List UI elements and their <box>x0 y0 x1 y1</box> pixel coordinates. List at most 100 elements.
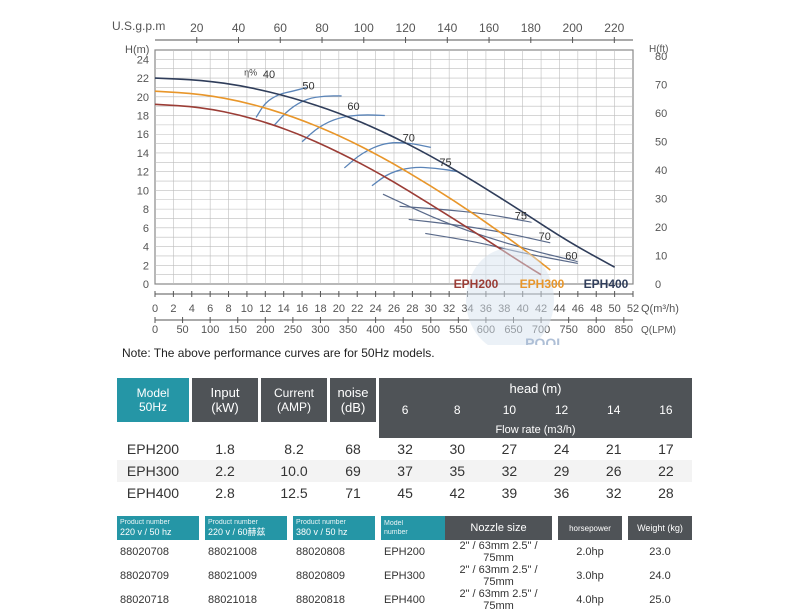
table-row: EPH200 1.8 8.2 68 32 30 27 24 21 17 <box>117 438 692 460</box>
efficiency-curve <box>301 114 385 143</box>
flow-header: Flow rate (m3/h) <box>379 422 692 438</box>
x-tick-label: 4 <box>189 303 195 315</box>
head-value: 12 <box>535 398 588 422</box>
flow-cell: 17 <box>639 438 692 460</box>
model-cell: EPH400 <box>117 482 189 504</box>
y-tick-label: 4 <box>143 242 149 254</box>
weight-header: Weight (kg) <box>628 516 692 540</box>
model-cell: EPH300 <box>117 460 189 482</box>
series-label: EPH200 <box>454 277 499 291</box>
top-tick-label: 20 <box>190 21 204 35</box>
y-tick-label-right: 30 <box>655 193 667 205</box>
spec-table: Model 50Hz Input (kW) Current (AMP) noise (d… <box>117 378 692 504</box>
efficiency-curve <box>274 95 342 126</box>
performance-chart: 024681012141618202224H(m)010203040506070… <box>112 19 679 345</box>
head-value: 16 <box>639 398 692 422</box>
efficiency-label: 70 <box>539 231 551 243</box>
flow-cell: 26 <box>587 460 640 482</box>
current-cell: 8.2 <box>261 438 327 460</box>
head-value: 14 <box>587 398 640 422</box>
x-tick-label-lpm: 750 <box>559 324 577 336</box>
top-tick-label: 40 <box>232 21 246 35</box>
product-number-header: Product number 220 v / 50 hz <box>117 516 199 540</box>
y-tick-label: 18 <box>137 111 149 123</box>
head-value: 6 <box>379 398 432 422</box>
flow-cell: 28 <box>639 482 692 504</box>
x-tick-label: 50 <box>608 303 620 315</box>
series-label: EPH300 <box>520 277 565 291</box>
x-tick-label-lpm: 350 <box>339 324 357 336</box>
top-tick-label: 220 <box>604 21 624 35</box>
y-tick-label: 16 <box>137 129 149 141</box>
top-tick-label: 100 <box>354 21 374 35</box>
product-number-header: Product number 380 v / 50 hz <box>293 516 375 540</box>
x-tick-label: 14 <box>278 303 290 315</box>
efficiency-curve <box>343 142 431 169</box>
x-axis-label-lpm: Q(LPM) <box>641 325 676 336</box>
top-tick-label: 160 <box>479 21 499 35</box>
x-tick-label-lpm: 550 <box>449 324 467 336</box>
efficiency-curve <box>408 218 551 244</box>
efficiency-label: 60 <box>565 251 577 263</box>
x-tick-label: 24 <box>369 303 381 315</box>
efficiency-label: 60 <box>347 101 359 113</box>
flow-cell: 39 <box>483 482 536 504</box>
watermark-logo <box>466 248 554 345</box>
x-tick-label: 46 <box>572 303 584 315</box>
y-tick-label: 6 <box>143 223 149 235</box>
horsepower-header: horsepower <box>558 516 622 540</box>
efficiency-curve <box>382 193 578 263</box>
flow-cell: 22 <box>639 460 692 482</box>
y-tick-label-right: 80 <box>655 51 667 63</box>
flow-cell: 24 <box>535 438 588 460</box>
x-tick-label-lpm: 50 <box>176 324 188 336</box>
top-tick-label: 80 <box>315 21 329 35</box>
x-tick-label: 52 <box>627 303 639 315</box>
model-number-header: Model number <box>381 516 445 540</box>
x-tick-label: 30 <box>425 303 437 315</box>
x-tick-label: 18 <box>314 303 326 315</box>
top-tick-label: 120 <box>396 21 416 35</box>
y-tick-label-right: 20 <box>655 222 667 234</box>
table-row: EPH400 2.8 12.5 71 45 42 39 36 32 28 <box>117 482 692 504</box>
y-tick-label: 24 <box>137 54 149 66</box>
top-tick-label: 60 <box>274 21 288 35</box>
x-tick-label-lpm: 300 <box>311 324 329 336</box>
efficiency-label: 75 <box>515 210 527 222</box>
x-tick-label-lpm: 400 <box>366 324 384 336</box>
y-tick-label: 20 <box>137 92 149 104</box>
input-header: Input (kW) <box>192 378 258 422</box>
x-tick-label: 0 <box>152 303 158 315</box>
flow-cell: 36 <box>535 482 588 504</box>
flow-cell: 27 <box>483 438 536 460</box>
nozzle-header: Nozzle size <box>445 516 552 540</box>
input-cell: 1.8 <box>192 438 258 460</box>
efficiency-curve <box>371 166 459 187</box>
x-tick-label-lpm: 200 <box>256 324 274 336</box>
y-tick-label-right: 50 <box>655 136 667 148</box>
top-tick-label: 180 <box>521 21 541 35</box>
head-value: 10 <box>483 398 536 422</box>
x-tick-label-lpm: 100 <box>201 324 219 336</box>
noise-cell: 71 <box>330 482 376 504</box>
flow-cell: 32 <box>587 482 640 504</box>
input-cell: 2.2 <box>192 460 258 482</box>
x-tick-label: 32 <box>443 303 455 315</box>
flow-cell: 32 <box>379 438 432 460</box>
y-tick-label: 2 <box>143 260 149 272</box>
x-tick-label: 12 <box>259 303 271 315</box>
watermark-text: POOL <box>525 335 565 345</box>
flow-cell: 30 <box>431 438 484 460</box>
y-tick-label-right: 0 <box>655 279 661 291</box>
flow-cell: 21 <box>587 438 640 460</box>
top-tick-label: 200 <box>563 21 583 35</box>
note-text: Note: The above performance curves are f… <box>122 346 435 360</box>
noise-cell: 69 <box>330 460 376 482</box>
series-label: EPH400 <box>584 277 629 291</box>
y-tick-label-right: 40 <box>655 165 667 177</box>
x-tick-label-lpm: 0 <box>152 324 158 336</box>
y-axis-label-right: H(ft) <box>649 44 668 55</box>
flow-cell: 35 <box>431 460 484 482</box>
y-tick-label-right: 60 <box>655 108 667 120</box>
current-cell: 10.0 <box>261 460 327 482</box>
